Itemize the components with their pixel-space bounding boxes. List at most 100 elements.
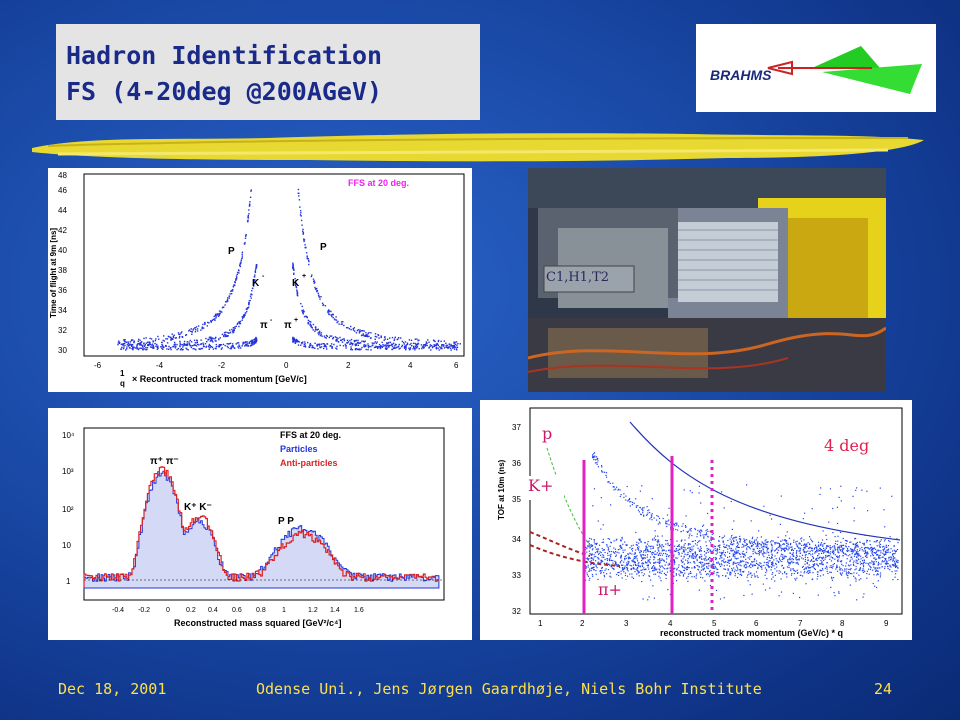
tof-scatter-point [423, 346, 425, 348]
tof-scatter-point [235, 325, 237, 327]
tof4-scatter-point [619, 566, 621, 569]
tof-scatter-point [253, 276, 256, 278]
tof4-scatter-point [867, 562, 869, 564]
tof4-scatter-point [894, 576, 896, 578]
tof-scatter-point [131, 339, 133, 341]
tof4-scatter-point [629, 501, 631, 503]
tof-scatter-point [350, 325, 352, 328]
tof4-scatter-point [665, 539, 667, 542]
tof4-scatter-point [586, 574, 588, 576]
tof-scatter-point [229, 342, 232, 345]
tof4-scatter-point [814, 568, 816, 571]
tof-scatter-point [173, 341, 176, 344]
tof-scatter-point [297, 188, 300, 191]
tof-scatter-point [221, 333, 224, 336]
tof-scatter-point [323, 335, 326, 337]
tof4-scatter-point [897, 578, 899, 581]
tof4-scatter-point [597, 466, 599, 468]
tof4-scatter-point [681, 539, 683, 541]
tof-scatter-point [117, 342, 119, 344]
tof4-scatter-point [838, 546, 840, 548]
tof4-scatter-point [877, 561, 880, 563]
tof4-scatter-point [799, 596, 801, 599]
tof4-scatter-point [819, 549, 821, 551]
tof4-scatter-point [707, 536, 709, 538]
tof4-scatter-point [745, 551, 748, 553]
tof4-scatter-point [879, 487, 881, 489]
tof-scatter-point [367, 346, 370, 349]
tof4-scatter-point [608, 538, 611, 540]
tof4-scatter-point [724, 561, 727, 563]
tof4-scatter-point [820, 570, 822, 572]
tof4-scatter-point [735, 546, 738, 548]
tof4-scatter-point [812, 566, 814, 568]
tof4-scatter-point [767, 541, 769, 543]
tof4-scatter-point [863, 560, 865, 562]
tof4-scatter-point [784, 550, 786, 552]
tof-scatter-point [191, 333, 193, 335]
tof-scatter-point [455, 348, 458, 350]
tof4-scatter-point [720, 552, 722, 554]
tof4-scatter-point [721, 557, 723, 559]
tof4-scatter-point [729, 574, 731, 576]
tof4-scatter-point [652, 539, 654, 541]
tof4-scatter-point [641, 559, 643, 562]
tof-scatter-point [293, 273, 295, 275]
tof-scatter-point [242, 316, 244, 318]
tof-scatter-point [367, 349, 369, 351]
tof-scatter-point [161, 347, 163, 350]
tof-scatter-point [236, 323, 239, 325]
tof4-scatter-point [612, 486, 614, 488]
tof4-scatter-point [793, 570, 795, 572]
tof-scatter-point [145, 337, 147, 339]
footer-page-number: 24 [874, 680, 893, 698]
tof4-scatter-point [736, 576, 739, 579]
tof-scatter-point [316, 345, 318, 347]
tof4-scatter-point [831, 551, 834, 554]
tof4-scatter-point [683, 563, 685, 565]
mass-legend-particles: Particles [280, 444, 318, 454]
tof4-scatter-point [627, 560, 629, 562]
tof4-scatter-point [764, 546, 766, 548]
tof4-scatter-point [717, 545, 719, 547]
tof4-scatter-point [713, 566, 715, 568]
tof4-scatter-point [607, 538, 609, 540]
tof4-scatter-point [790, 574, 793, 576]
tof4-scatter-point [872, 561, 874, 563]
tof4-scatter-point [755, 571, 758, 573]
tof-scatter-point [394, 347, 396, 349]
tof4-scatter-point [882, 546, 884, 548]
tof4-scatter-point [585, 567, 587, 569]
tof4-scatter-point [787, 561, 789, 563]
tof-scatter-point [375, 346, 377, 348]
tof4-scatter-point [747, 546, 749, 548]
tof4-scatter-point [824, 550, 826, 552]
tof4-scatter-point [687, 561, 689, 563]
tof4-scatter-point [781, 548, 783, 550]
tof4-scatter-point [804, 547, 807, 549]
tof-scatter-point [416, 345, 419, 348]
tof4-scatter-point [885, 560, 888, 562]
tof-scatter-point [336, 321, 338, 324]
tof4-scatter-point [863, 543, 865, 545]
tof-scatter-point [247, 221, 249, 223]
tof4-scatter-point [874, 552, 877, 554]
tof4-scatter-point [698, 566, 700, 568]
tof4-scatter-point [676, 580, 678, 582]
tof4-scatter-point [697, 529, 699, 532]
tof4-scatter-point [818, 544, 820, 546]
tof4-scatter-point [821, 561, 823, 563]
tof4-scatter-point [635, 549, 637, 551]
tof4-scatter-point [759, 566, 762, 568]
tof4-scatter-point [668, 507, 670, 509]
tof4-scatter-point [858, 574, 860, 576]
tof-scatter-point [211, 346, 214, 348]
tof4-scatter-point [589, 537, 591, 539]
tof-scatter-point [316, 287, 318, 290]
tof4-scatter-point [815, 558, 817, 560]
tof-scatter-point [174, 344, 176, 346]
tof-scatter-point [178, 337, 181, 339]
tof4-scatter-point [586, 557, 588, 559]
tof-scatter-point [445, 346, 447, 348]
tof-scatter-point [194, 327, 196, 329]
